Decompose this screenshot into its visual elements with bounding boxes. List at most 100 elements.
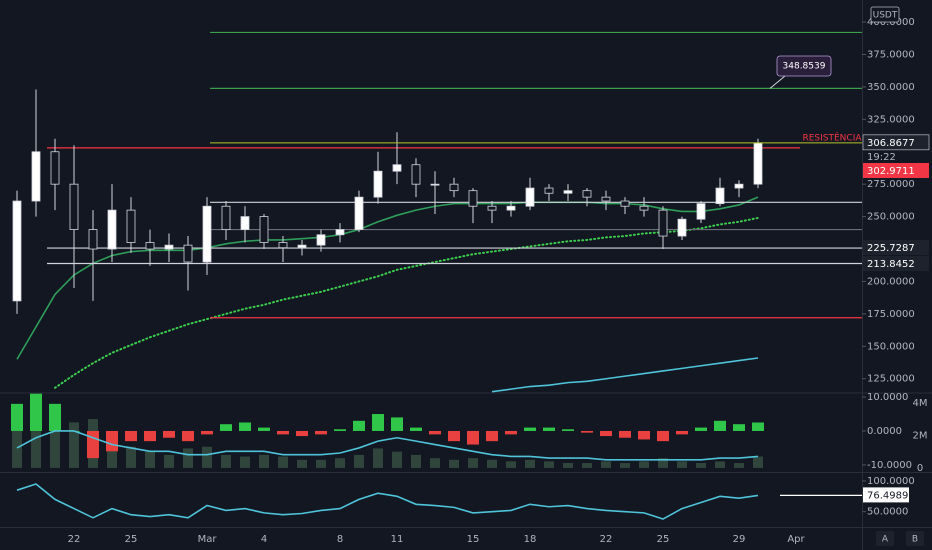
candle-body bbox=[753, 142, 763, 185]
moving-average bbox=[491, 357, 759, 393]
level-label-box bbox=[863, 163, 929, 178]
price-pane bbox=[12, 31, 862, 393]
histogram-bar bbox=[410, 427, 422, 431]
histogram-bar bbox=[11, 403, 23, 431]
y2-tick-label: 2M bbox=[913, 430, 928, 441]
x-tick-label: Mar bbox=[198, 534, 218, 545]
volume-bar bbox=[468, 458, 478, 468]
candle-body bbox=[31, 151, 41, 202]
volume-bar bbox=[31, 419, 41, 468]
candle-body bbox=[354, 196, 364, 230]
candle-body bbox=[639, 205, 649, 211]
button-label[interactable]: A bbox=[882, 535, 889, 545]
volume-bar bbox=[677, 461, 687, 468]
candle-body bbox=[335, 229, 345, 236]
candle-body bbox=[12, 200, 22, 302]
candle-body bbox=[582, 190, 592, 198]
histogram-bar bbox=[676, 430, 688, 435]
candle-body bbox=[183, 244, 193, 263]
histogram-bar bbox=[505, 430, 517, 435]
volume-bar bbox=[715, 461, 725, 468]
volume-bar bbox=[107, 443, 117, 468]
volume-bar bbox=[449, 459, 459, 468]
histogram-bar bbox=[30, 393, 42, 431]
histogram-bar bbox=[733, 424, 745, 431]
volume-bar bbox=[335, 458, 345, 468]
volume-bar bbox=[639, 461, 649, 468]
candle-body bbox=[715, 187, 725, 205]
x-tick-label: 8 bbox=[337, 534, 343, 545]
volume-bar bbox=[50, 427, 60, 468]
histogram-bar bbox=[258, 427, 270, 431]
level-label: 302.9711 bbox=[867, 166, 915, 177]
volume-bar bbox=[601, 461, 611, 468]
currency-box bbox=[870, 6, 900, 23]
x-tick-label: 4 bbox=[261, 534, 267, 545]
y-tick-label: 275.0000 bbox=[867, 179, 915, 190]
candle-body bbox=[88, 229, 98, 250]
value-label-box bbox=[863, 487, 909, 503]
candle-body bbox=[316, 234, 326, 246]
x-tick-label: 22 bbox=[600, 534, 613, 545]
volume-bar bbox=[620, 463, 630, 468]
histogram-bar bbox=[657, 430, 669, 442]
volume-bar bbox=[202, 446, 212, 468]
histogram-bar bbox=[334, 429, 346, 431]
axes: 125.0000150.0000175.0000200.0000250.0000… bbox=[68, 17, 930, 545]
candle-body bbox=[392, 164, 402, 172]
y-tick-label: 350.0000 bbox=[867, 82, 915, 93]
y-tick-label: 125.0000 bbox=[867, 374, 915, 385]
histogram-bar bbox=[106, 430, 118, 452]
button-label[interactable]: B bbox=[912, 535, 918, 545]
rsi-line bbox=[16, 483, 759, 520]
volume-bar bbox=[487, 459, 497, 468]
price-label-box bbox=[862, 134, 930, 151]
candle-body bbox=[430, 183, 440, 186]
x-tick-label: 25 bbox=[657, 534, 670, 545]
histogram-bar bbox=[296, 430, 308, 437]
y-tick-label: 50.0000 bbox=[867, 507, 908, 518]
countdown: 19:22 bbox=[867, 152, 896, 163]
candle-body bbox=[50, 151, 60, 185]
volume-bar bbox=[259, 454, 269, 468]
currency: USDT bbox=[873, 11, 898, 21]
candle-body bbox=[506, 205, 516, 211]
y-tick-label: 175.0000 bbox=[867, 309, 915, 320]
volume-bar bbox=[544, 461, 554, 468]
candle-body bbox=[544, 187, 554, 194]
y-tick-label: 200.0000 bbox=[867, 276, 915, 287]
candle-body bbox=[126, 209, 136, 243]
candle-body bbox=[487, 205, 497, 211]
x-tick-label: 15 bbox=[467, 534, 480, 545]
histogram-bar bbox=[220, 424, 232, 431]
x-tick-label: 29 bbox=[733, 534, 746, 545]
volume-bar bbox=[354, 454, 364, 468]
button[interactable] bbox=[906, 531, 924, 546]
candle-body bbox=[563, 190, 573, 194]
volume-bar bbox=[430, 458, 440, 468]
candle-body bbox=[259, 216, 269, 243]
candle-body bbox=[202, 205, 212, 263]
x-tick-label: Apr bbox=[787, 534, 805, 545]
candle-body bbox=[658, 209, 668, 237]
candle-body bbox=[297, 244, 307, 249]
button[interactable] bbox=[876, 531, 894, 546]
y-tick-label: 375.0000 bbox=[867, 49, 915, 60]
x-tick-label: 11 bbox=[391, 534, 404, 545]
level-label: 225.7287 bbox=[867, 243, 915, 254]
histogram-bar bbox=[752, 422, 764, 431]
candle-body bbox=[677, 218, 687, 237]
volume-bar bbox=[278, 456, 288, 468]
candle-body bbox=[620, 200, 630, 207]
candle-body bbox=[525, 187, 535, 207]
annotation-box bbox=[776, 55, 832, 77]
y-tick-label: -10.0000 bbox=[867, 460, 912, 471]
candle-body bbox=[278, 242, 288, 249]
volume-bar bbox=[12, 410, 22, 468]
y-tick-label: 250.0000 bbox=[867, 212, 915, 223]
candle-body bbox=[221, 205, 231, 230]
candle-body bbox=[468, 190, 478, 207]
annotation-label: 348.8539 bbox=[783, 62, 826, 72]
x-tick-label: 18 bbox=[524, 534, 537, 545]
